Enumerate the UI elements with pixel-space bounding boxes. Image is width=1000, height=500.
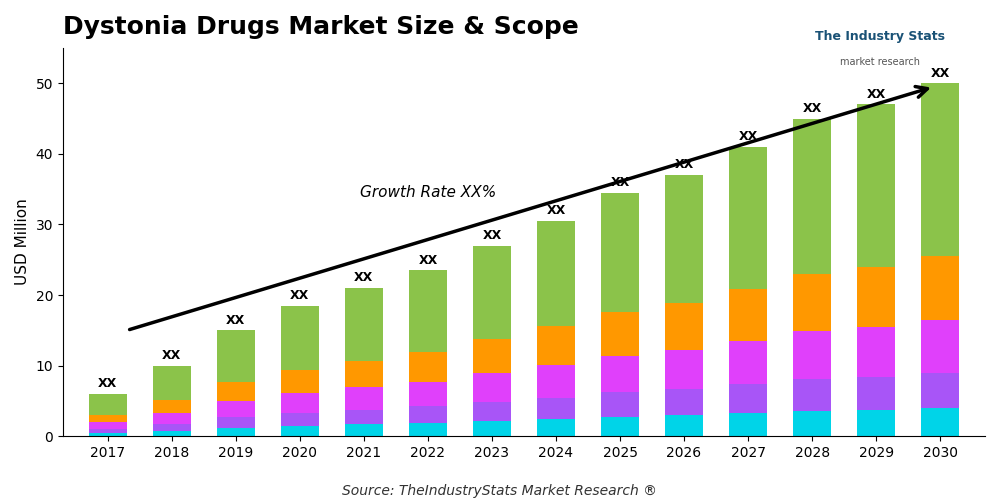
Bar — [729, 384, 767, 413]
Bar — [921, 83, 959, 256]
Bar — [473, 374, 511, 402]
Bar — [793, 332, 831, 379]
Bar — [665, 416, 703, 436]
Bar — [793, 411, 831, 436]
Bar — [857, 267, 895, 327]
Bar — [345, 410, 383, 424]
Text: XX: XX — [546, 204, 566, 218]
Bar — [601, 356, 639, 393]
Bar — [153, 430, 191, 436]
Bar — [89, 428, 127, 433]
Bar — [537, 419, 575, 436]
Bar — [473, 246, 511, 339]
Bar — [473, 421, 511, 436]
Bar — [217, 402, 255, 417]
Bar — [409, 382, 447, 406]
Bar — [601, 192, 639, 312]
Text: XX: XX — [738, 130, 758, 143]
Text: XX: XX — [226, 314, 245, 327]
Bar — [409, 423, 447, 436]
Bar — [281, 370, 319, 393]
Text: market research: market research — [840, 57, 920, 67]
Bar — [601, 392, 639, 417]
Y-axis label: USD Million: USD Million — [15, 198, 30, 286]
Bar — [281, 426, 319, 436]
Bar — [473, 402, 511, 421]
Bar — [793, 274, 831, 332]
Bar — [153, 400, 191, 413]
Text: XX: XX — [610, 176, 630, 189]
Bar — [921, 256, 959, 320]
Bar — [857, 410, 895, 436]
Bar — [89, 433, 127, 436]
Text: XX: XX — [418, 254, 438, 267]
Bar — [921, 320, 959, 372]
Text: XX: XX — [867, 88, 886, 101]
Text: XX: XX — [482, 229, 502, 242]
Bar — [537, 221, 575, 326]
Bar — [345, 288, 383, 360]
Bar — [729, 413, 767, 436]
Bar — [473, 339, 511, 374]
Bar — [345, 360, 383, 388]
Bar — [537, 398, 575, 419]
Bar — [89, 422, 127, 428]
Text: Dystonia Drugs Market Size & Scope: Dystonia Drugs Market Size & Scope — [63, 15, 579, 39]
Text: XX: XX — [802, 102, 822, 115]
Bar — [857, 376, 895, 410]
Text: XX: XX — [162, 349, 181, 362]
Bar — [665, 389, 703, 415]
Bar — [665, 350, 703, 389]
Bar — [409, 406, 447, 423]
Bar — [217, 330, 255, 382]
Text: XX: XX — [354, 272, 373, 284]
Bar — [409, 270, 447, 351]
Bar — [345, 388, 383, 409]
Bar — [153, 424, 191, 430]
Bar — [665, 303, 703, 350]
Bar — [281, 393, 319, 413]
Bar — [601, 417, 639, 436]
Bar — [153, 366, 191, 400]
Bar — [729, 340, 767, 384]
Text: The Industry Stats: The Industry Stats — [815, 30, 945, 43]
Bar — [89, 414, 127, 422]
Bar — [729, 147, 767, 288]
Text: Source: TheIndustryStats Market Research ®: Source: TheIndustryStats Market Research… — [342, 484, 658, 498]
Bar — [217, 428, 255, 436]
Text: XX: XX — [290, 289, 309, 302]
Bar — [793, 118, 831, 274]
Bar — [217, 417, 255, 428]
Bar — [89, 394, 127, 414]
Bar — [857, 104, 895, 267]
Bar — [409, 352, 447, 382]
Text: XX: XX — [931, 66, 950, 80]
Text: XX: XX — [98, 378, 117, 390]
Bar — [601, 312, 639, 356]
Text: XX: XX — [674, 158, 694, 172]
Bar — [793, 379, 831, 411]
Bar — [921, 408, 959, 436]
Bar — [217, 382, 255, 402]
Bar — [281, 413, 319, 426]
Text: Growth Rate XX%: Growth Rate XX% — [360, 184, 496, 200]
Bar — [665, 175, 703, 303]
Bar — [537, 365, 575, 398]
Bar — [729, 288, 767, 341]
Bar — [537, 326, 575, 365]
Bar — [153, 413, 191, 424]
Bar — [857, 327, 895, 376]
Bar — [281, 306, 319, 370]
Bar — [345, 424, 383, 436]
Bar — [921, 372, 959, 408]
